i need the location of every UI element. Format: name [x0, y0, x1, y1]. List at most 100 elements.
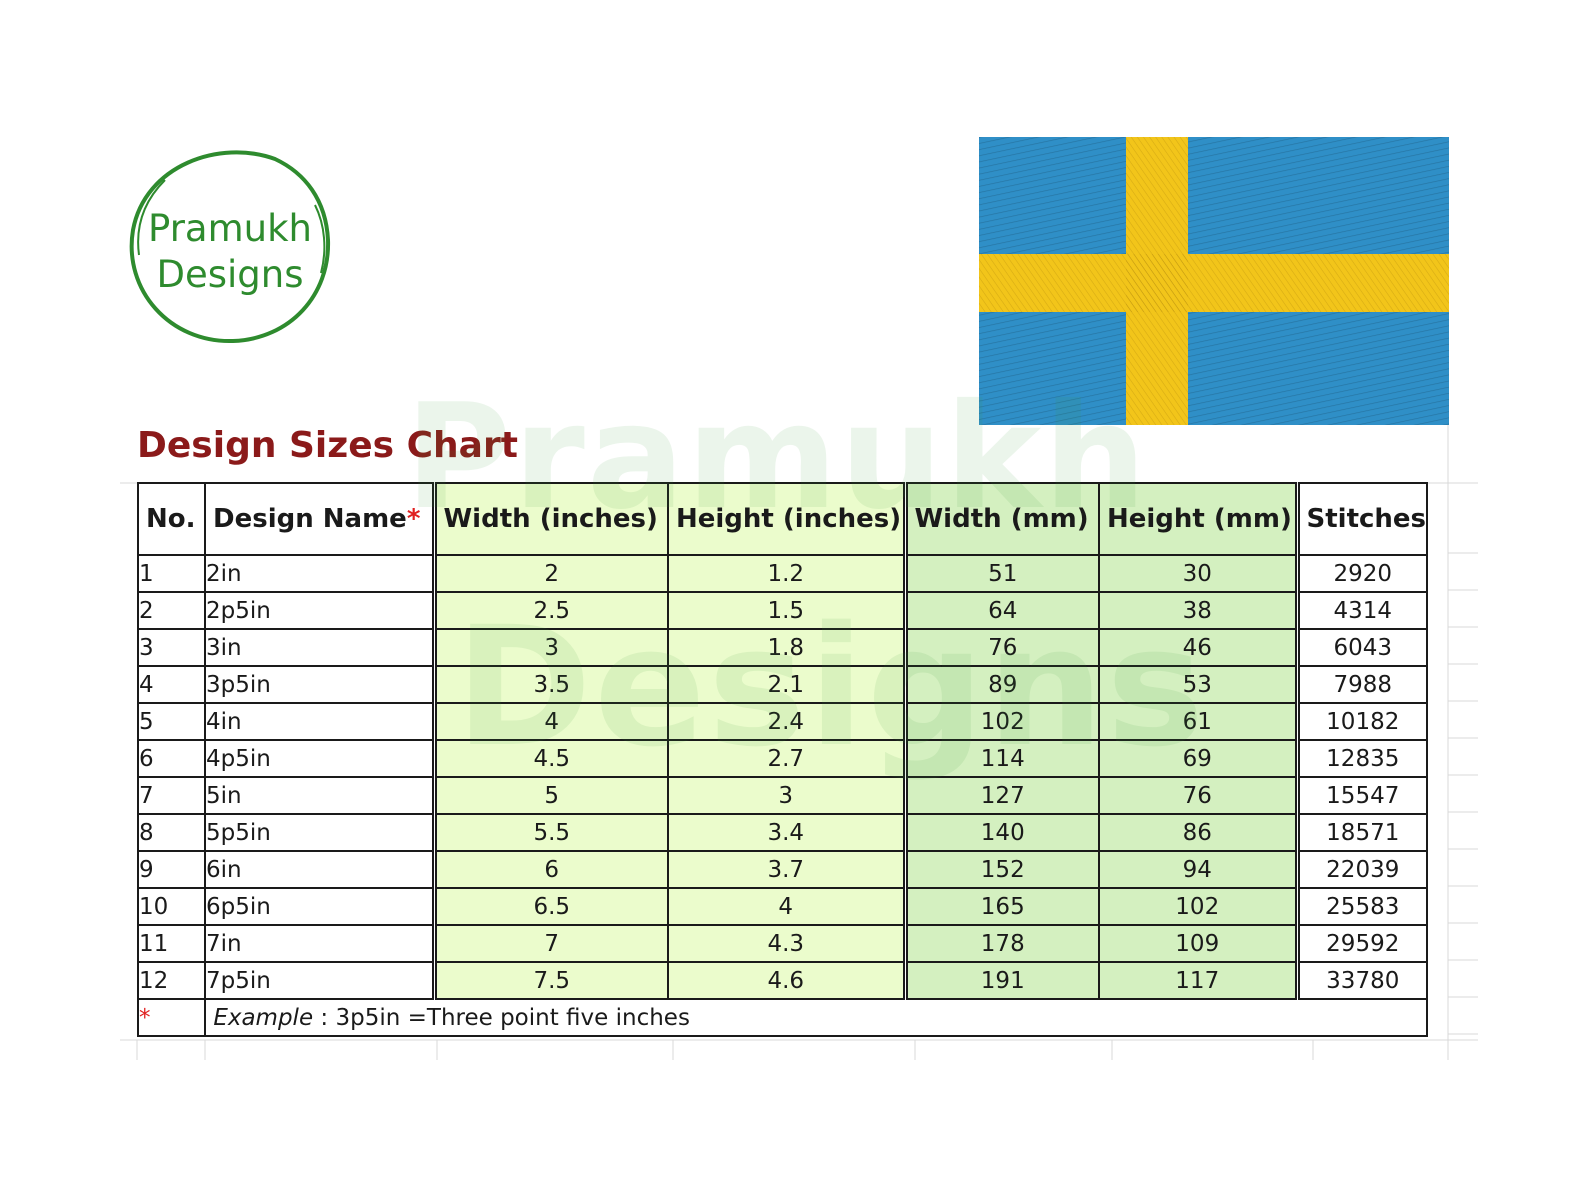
cell-height-inches: 4.3	[667, 924, 906, 963]
design-sizes-table: No. Design Name* Width (inches) Height (…	[137, 482, 1429, 1037]
cell-width-inches: 2	[431, 554, 669, 593]
cell-width-mm: 127	[902, 776, 1100, 815]
table-row: 9 6in 6 3.7 152 94 22039	[137, 850, 1429, 889]
cell-height-mm: 117	[1098, 961, 1298, 1000]
required-marker: *	[406, 504, 421, 534]
cell-width-inches: 4.5	[431, 739, 669, 778]
cell-width-mm: 89	[902, 665, 1100, 704]
table-row: 4 3p5in 3.5 2.1 89 53 7988	[137, 665, 1429, 704]
cell-height-mm: 102	[1098, 887, 1298, 926]
cell-height-inches: 4	[667, 887, 906, 926]
header-no: No.	[137, 482, 206, 556]
cell-no: 5	[137, 702, 206, 741]
cell-height-mm: 109	[1098, 924, 1298, 963]
header-height-mm: Height (mm)	[1098, 482, 1298, 556]
table-row: 8 5p5in 5.5 3.4 140 86 18571	[137, 813, 1429, 852]
cell-stitches: 25583	[1294, 887, 1429, 926]
header-design-name: Design Name*	[204, 482, 435, 556]
cell-stitches: 4314	[1294, 591, 1429, 630]
cell-design-name: 7p5in	[204, 961, 435, 1000]
cell-no: 12	[137, 961, 206, 1000]
cell-height-inches: 4.6	[667, 961, 906, 1000]
cell-width-mm: 191	[902, 961, 1100, 1000]
cell-height-mm: 69	[1098, 739, 1298, 778]
table-row: 11 7in 7 4.3 178 109 29592	[137, 924, 1429, 963]
cell-no: 4	[137, 665, 206, 704]
cell-design-name: 3in	[204, 628, 435, 667]
cell-stitches: 18571	[1294, 813, 1429, 852]
cell-no: 6	[137, 739, 206, 778]
cell-height-mm: 86	[1098, 813, 1298, 852]
cell-width-inches: 7.5	[431, 961, 669, 1000]
cell-no: 9	[137, 850, 206, 889]
cell-stitches: 10182	[1294, 702, 1429, 741]
cell-design-name: 5in	[204, 776, 435, 815]
cell-width-inches: 6.5	[431, 887, 669, 926]
table-row: 12 7p5in 7.5 4.6 191 117 33780	[137, 961, 1429, 1000]
cell-height-inches: 1.8	[667, 628, 906, 667]
cell-no: 3	[137, 628, 206, 667]
cell-design-name: 2in	[204, 554, 435, 593]
cell-width-mm: 152	[902, 850, 1100, 889]
table-header-row: No. Design Name* Width (inches) Height (…	[137, 482, 1429, 556]
cell-height-mm: 61	[1098, 702, 1298, 741]
cell-stitches: 33780	[1294, 961, 1429, 1000]
cell-height-mm: 46	[1098, 628, 1298, 667]
table-row: 7 5in 5 3 127 76 15547	[137, 776, 1429, 815]
cell-width-mm: 64	[902, 591, 1100, 630]
table-row: 6 4p5in 4.5 2.7 114 69 12835	[137, 739, 1429, 778]
cell-height-inches: 3.7	[667, 850, 906, 889]
cell-design-name: 3p5in	[204, 665, 435, 704]
cell-stitches: 6043	[1294, 628, 1429, 667]
footnote-example-text: : 3p5in =Three point five inches	[313, 1004, 690, 1031]
cell-design-name: 2p5in	[204, 591, 435, 630]
cell-height-inches: 3.4	[667, 813, 906, 852]
table-row: 3 3in 3 1.8 76 46 6043	[137, 628, 1429, 667]
header-height-inches: Height (inches)	[667, 482, 906, 556]
cell-no: 7	[137, 776, 206, 815]
brand-logo: Pramukh Designs	[125, 145, 335, 350]
cell-height-mm: 53	[1098, 665, 1298, 704]
cell-width-inches: 4	[431, 702, 669, 741]
cell-height-mm: 30	[1098, 554, 1298, 593]
sweden-flag-image	[979, 137, 1449, 425]
cell-height-inches: 2.7	[667, 739, 906, 778]
cell-stitches: 2920	[1294, 554, 1429, 593]
cell-design-name: 4in	[204, 702, 435, 741]
cell-stitches: 29592	[1294, 924, 1429, 963]
table-row: 10 6p5in 6.5 4 165 102 25583	[137, 887, 1429, 926]
footnote-row: * Example : 3p5in =Three point five inch…	[137, 998, 1429, 1037]
cell-stitches: 12835	[1294, 739, 1429, 778]
header-stitches: Stitches	[1294, 482, 1429, 556]
cell-width-mm: 114	[902, 739, 1100, 778]
cell-height-inches: 1.5	[667, 591, 906, 630]
cell-width-mm: 102	[902, 702, 1100, 741]
cell-design-name: 7in	[204, 924, 435, 963]
cell-width-mm: 165	[902, 887, 1100, 926]
cell-design-name: 6p5in	[204, 887, 435, 926]
cell-width-inches: 2.5	[431, 591, 669, 630]
cell-width-mm: 178	[902, 924, 1100, 963]
footnote-text: Example : 3p5in =Three point five inches	[203, 998, 1429, 1037]
cell-width-inches: 5.5	[431, 813, 669, 852]
cell-height-mm: 76	[1098, 776, 1298, 815]
footnote-marker: *	[137, 998, 206, 1037]
chart-title: Design Sizes Chart	[137, 425, 518, 466]
cell-no: 10	[137, 887, 206, 926]
cell-design-name: 6in	[204, 850, 435, 889]
cell-stitches: 15547	[1294, 776, 1429, 815]
cell-width-inches: 3	[431, 628, 669, 667]
header-width-mm: Width (mm)	[902, 482, 1100, 556]
cell-width-inches: 7	[431, 924, 669, 963]
cell-width-inches: 3.5	[431, 665, 669, 704]
cell-height-inches: 2.4	[667, 702, 906, 741]
cell-no: 8	[137, 813, 206, 852]
footnote-example-label: Example	[213, 1004, 314, 1031]
cell-height-inches: 1.2	[667, 554, 906, 593]
logo-line-1: Pramukh	[148, 207, 312, 250]
header-design-name-label: Design Name	[213, 504, 407, 534]
cell-stitches: 22039	[1294, 850, 1429, 889]
cell-design-name: 4p5in	[204, 739, 435, 778]
cell-design-name: 5p5in	[204, 813, 435, 852]
cell-no: 2	[137, 591, 206, 630]
